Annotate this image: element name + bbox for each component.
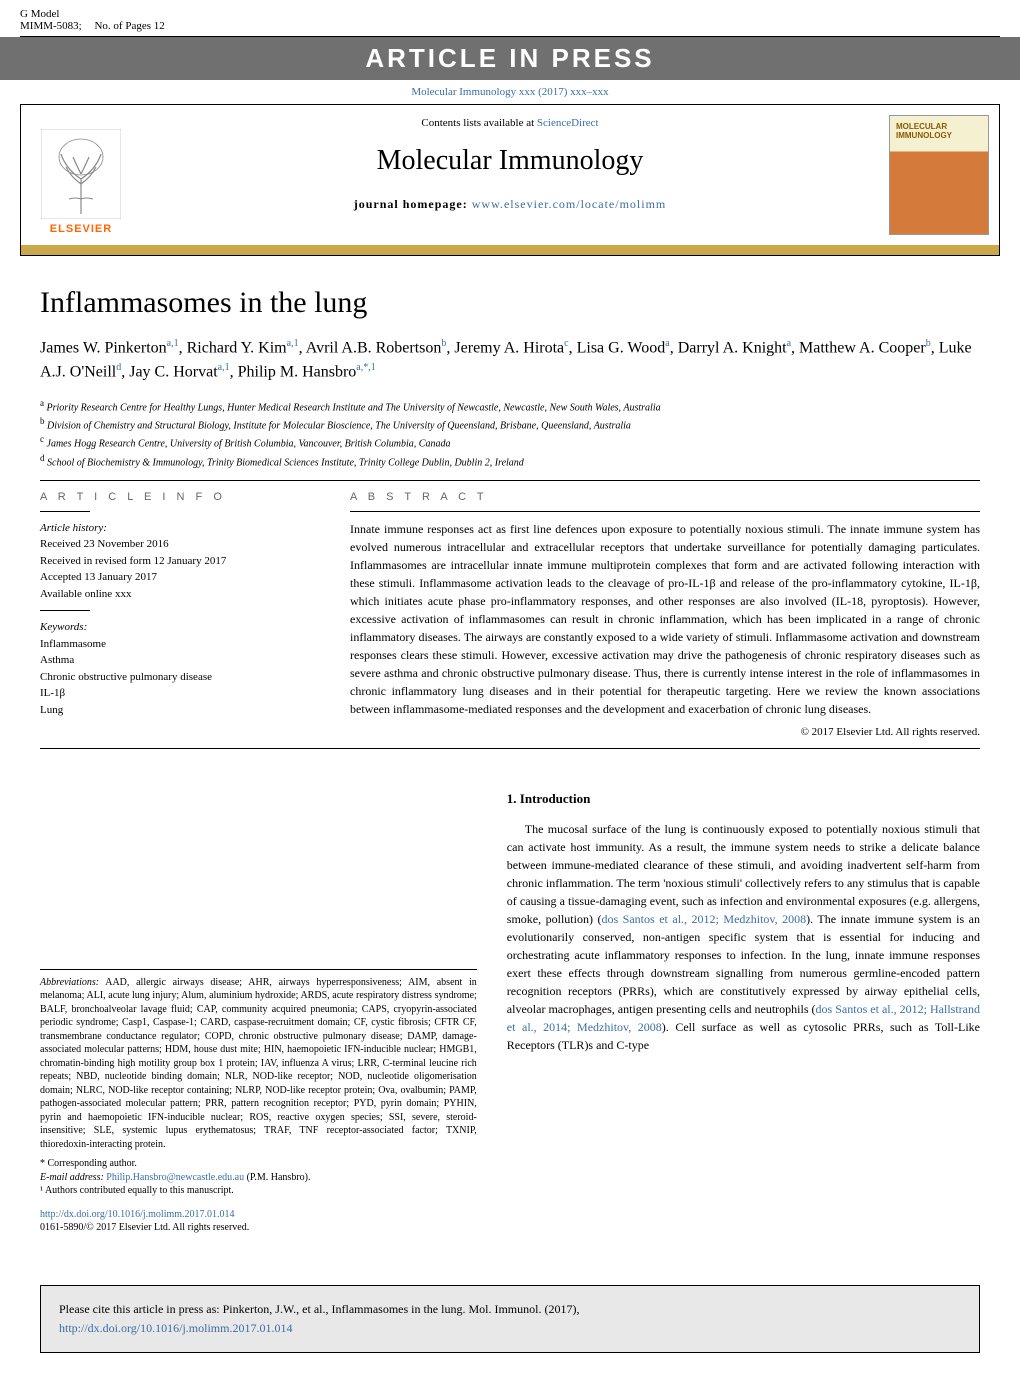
- abstract-head: A B S T R A C T: [350, 491, 980, 503]
- banner-row: ELSEVIER Contents lists available at Sci…: [21, 105, 999, 245]
- intro-heading: 1. Introduction: [507, 789, 980, 809]
- contents-available: Contents lists available at ScienceDirec…: [141, 117, 879, 129]
- footnote-column: Abbreviations: AAD, allergic airways dis…: [40, 789, 477, 1235]
- intro-paragraph: The mucosal surface of the lung is conti…: [507, 820, 980, 1054]
- ref-link-1[interactable]: dos Santos et al., 2012; Medzhitov, 2008: [602, 912, 807, 926]
- g-model-block: G Model MIMM-5083; No. of Pages 12: [20, 8, 165, 32]
- email-link[interactable]: Philip.Hansbro@newcastle.edu.au: [106, 1172, 244, 1183]
- abstract-column: A B S T R A C T Innate immune responses …: [350, 491, 980, 738]
- section-rule-2: [40, 748, 980, 749]
- doi-link[interactable]: http://dx.doi.org/10.1016/j.molimm.2017.…: [40, 1208, 477, 1222]
- article-info-head: A R T I C L E I N F O: [40, 491, 320, 503]
- elsevier-tree-icon: [41, 129, 121, 219]
- keywords-label: Keywords:: [40, 619, 320, 636]
- journal-title: Molecular Immunology: [141, 145, 879, 177]
- banner-center: Contents lists available at ScienceDirec…: [141, 105, 879, 222]
- abbrev-label: Abbreviations:: [40, 977, 99, 988]
- short-rule-1: [40, 511, 90, 512]
- cover-thumbnail: MOLECULAR IMMUNOLOGY: [889, 115, 989, 235]
- article-history: Article history: Received 23 November 20…: [40, 520, 320, 603]
- article-title: Inflammasomes in the lung: [40, 286, 980, 320]
- article-info-column: A R T I C L E I N F O Article history: R…: [40, 491, 320, 738]
- email-line: E-mail address: Philip.Hansbro@newcastle…: [40, 1171, 477, 1185]
- in-press-banner: ARTICLE IN PRESS: [0, 37, 1020, 80]
- info-abstract-row: A R T I C L E I N F O Article history: R…: [40, 491, 980, 738]
- doi-block: http://dx.doi.org/10.1016/j.molimm.2017.…: [40, 1208, 477, 1235]
- journal-banner: ELSEVIER Contents lists available at Sci…: [20, 104, 1000, 256]
- section-rule-1: [40, 480, 980, 481]
- homepage-link[interactable]: www.elsevier.com/locate/molimm: [472, 197, 667, 211]
- g-model-label: G Model: [20, 8, 165, 20]
- article-body: Inflammasomes in the lung James W. Pinke…: [0, 256, 1020, 1255]
- affiliations-list: a Priority Research Centre for Healthy L…: [40, 397, 980, 470]
- abstract-text: Innate immune responses act as first lin…: [350, 520, 980, 718]
- keywords-block: Keywords: InflammasomeAsthmaChronic obst…: [40, 619, 320, 718]
- keywords-list: InflammasomeAsthmaChronic obstructive pu…: [40, 636, 320, 719]
- cover-title-text: MOLECULAR IMMUNOLOGY: [896, 122, 988, 140]
- elsevier-logo[interactable]: ELSEVIER: [21, 105, 141, 245]
- main-columns: Abbreviations: AAD, allergic airways dis…: [40, 789, 980, 1235]
- equal-contribution: ¹ Authors contributed equally to this ma…: [40, 1184, 477, 1198]
- revised-date: Received in revised form 12 January 2017: [40, 553, 320, 570]
- history-label: Article history:: [40, 520, 320, 537]
- page-header: G Model MIMM-5083; No. of Pages 12: [0, 0, 1020, 36]
- sciencedirect-link[interactable]: ScienceDirect: [537, 117, 599, 129]
- abbreviations-block: Abbreviations: AAD, allergic airways dis…: [40, 969, 477, 1152]
- online-date: Available online xxx: [40, 586, 320, 603]
- citation-box: Please cite this article in press as: Pi…: [40, 1285, 980, 1353]
- intro-column: 1. Introduction The mucosal surface of t…: [507, 789, 980, 1235]
- mimm-id: MIMM-5083; No. of Pages 12: [20, 20, 165, 32]
- received-date: Received 23 November 2016: [40, 536, 320, 553]
- left-spacer: [40, 789, 477, 969]
- abbrev-text: AAD, allergic airways disease; AHR, airw…: [40, 977, 477, 1150]
- short-rule-2: [40, 610, 90, 611]
- corresponding-author: * Corresponding author.: [40, 1157, 477, 1171]
- abstract-copyright: © 2017 Elsevier Ltd. All rights reserved…: [350, 726, 980, 738]
- issn-line: 0161-5890/© 2017 Elsevier Ltd. All right…: [40, 1221, 477, 1235]
- elsevier-text: ELSEVIER: [50, 223, 112, 235]
- gold-accent-bar: [21, 245, 999, 255]
- accepted-date: Accepted 13 January 2017: [40, 569, 320, 586]
- footnotes-block: * Corresponding author. E-mail address: …: [40, 1157, 477, 1198]
- cite-doi-link[interactable]: http://dx.doi.org/10.1016/j.molimm.2017.…: [59, 1321, 292, 1335]
- author-list: James W. Pinkertona,1, Richard Y. Kima,1…: [40, 336, 980, 385]
- running-citation[interactable]: Molecular Immunology xxx (2017) xxx–xxx: [0, 80, 1020, 104]
- journal-homepage: journal homepage: www.elsevier.com/locat…: [141, 197, 879, 212]
- journal-cover[interactable]: MOLECULAR IMMUNOLOGY: [879, 105, 999, 245]
- abstract-rule: [350, 511, 980, 512]
